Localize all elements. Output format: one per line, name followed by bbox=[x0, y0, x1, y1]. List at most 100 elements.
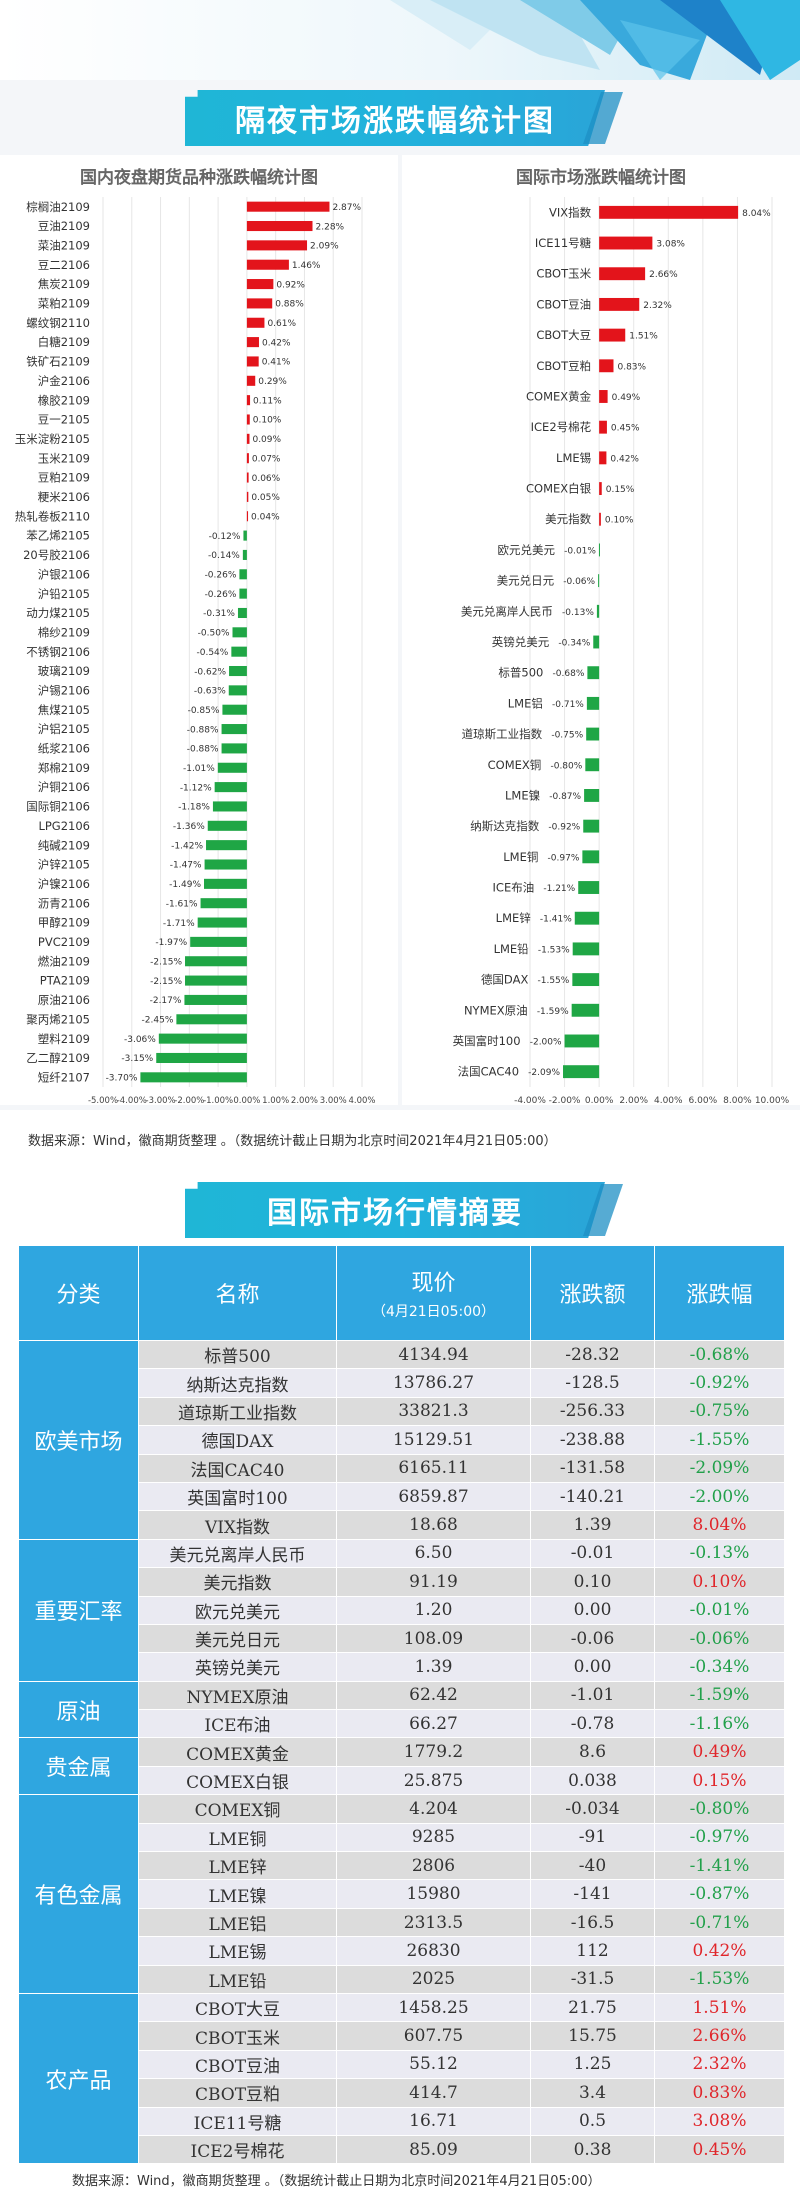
change-cell: -1.01 bbox=[530, 1680, 655, 1711]
data-label: -1.12% bbox=[180, 783, 212, 793]
pct-cell: 3.08% bbox=[654, 2106, 785, 2136]
bar bbox=[572, 973, 600, 987]
category-label: 美元兑离岸人民币 bbox=[461, 604, 553, 618]
data-label: -0.88% bbox=[187, 745, 219, 755]
category-label: ICE11号糖 bbox=[535, 236, 592, 250]
change-cell: -131.58 bbox=[530, 1453, 655, 1483]
price-cell: 1.39 bbox=[336, 1652, 531, 1682]
table-row: LME锌 2806 -40 -1.41% bbox=[19, 1851, 785, 1881]
data-label: -1.71% bbox=[163, 919, 195, 929]
name-cell: 法国CAC40 bbox=[138, 1453, 337, 1483]
table-body: 欧美市场 标普500 4134.94 -28.32 -0.68% 纳斯达克指数 13786.… bbox=[18, 1339, 785, 2165]
pct-cell: -0.71% bbox=[654, 1907, 785, 1938]
bar bbox=[586, 727, 600, 741]
data-label: -2.09% bbox=[528, 1068, 560, 1078]
bar bbox=[585, 758, 600, 772]
source-note-2: 数据来源：Wind，徽商期货整理 。（数据统计截止日期为北京时间2021年4月2… bbox=[72, 2174, 601, 2189]
bar bbox=[246, 317, 265, 328]
pct-cell: 2.32% bbox=[654, 2049, 785, 2080]
pct-cell: -0.34% bbox=[654, 1652, 785, 1682]
change-cell: 0.10 bbox=[530, 1567, 655, 1597]
data-label: -2.45% bbox=[142, 1016, 174, 1026]
name-cell: 德国DAX bbox=[138, 1425, 337, 1455]
bar bbox=[599, 451, 607, 465]
data-label: 8.04% bbox=[742, 209, 771, 219]
name-cell: LME锌 bbox=[138, 1851, 337, 1881]
data-label: -2.15% bbox=[150, 957, 182, 967]
category-label: 郑棉2109 bbox=[38, 761, 90, 775]
price-cell: 15129.51 bbox=[336, 1425, 531, 1455]
bar bbox=[246, 279, 274, 290]
pct-cell: -1.59% bbox=[654, 1680, 785, 1711]
change-cell: -141 bbox=[530, 1879, 655, 1909]
bar bbox=[212, 801, 247, 812]
section1-title-ribbon: 隔夜市场涨跌幅统计图 bbox=[185, 90, 623, 146]
data-label: 0.29% bbox=[258, 377, 287, 387]
data-label: -0.50% bbox=[198, 629, 230, 639]
pct-cell: 0.15% bbox=[654, 1765, 785, 1796]
data-label: -0.62% bbox=[194, 667, 226, 677]
data-label: 2.32% bbox=[643, 301, 672, 311]
category-label: VIX指数 bbox=[549, 205, 592, 219]
change-cell: -28.32 bbox=[530, 1339, 655, 1370]
data-label: -1.53% bbox=[538, 945, 570, 955]
bar bbox=[564, 1034, 600, 1048]
data-label: 2.66% bbox=[649, 270, 678, 280]
data-label: -0.68% bbox=[553, 669, 585, 679]
bar bbox=[246, 240, 308, 251]
category-label: LME铜 bbox=[503, 850, 538, 864]
bar bbox=[190, 936, 247, 947]
price-cell: 62.42 bbox=[336, 1680, 531, 1711]
data-label: -0.54% bbox=[197, 648, 229, 658]
bar bbox=[156, 1052, 247, 1064]
bar bbox=[214, 782, 247, 793]
change-cell: 0.038 bbox=[530, 1765, 655, 1796]
category-cell: 原油 bbox=[18, 1680, 139, 1739]
category-label: CBOT大豆 bbox=[536, 328, 591, 342]
table-row: 欧元兑美元 1.20 0.00 -0.01% bbox=[19, 1595, 785, 1625]
category-label: 纸浆2106 bbox=[38, 742, 90, 756]
change-cell: -140.21 bbox=[530, 1481, 655, 1512]
pct-cell: -1.55% bbox=[654, 1425, 785, 1455]
category-label: 焦炭2109 bbox=[38, 277, 90, 291]
category-label: 豆二2106 bbox=[38, 258, 90, 272]
bar bbox=[239, 588, 247, 599]
table-row: 德国DAX 15129.51 -238.88 -1.55% bbox=[19, 1425, 785, 1455]
x-tick-label: -5.00% bbox=[88, 1096, 118, 1105]
header-category: 分类 bbox=[18, 1245, 139, 1341]
category-label: 道琼斯工业指数 bbox=[462, 727, 543, 741]
data-label: -1.41% bbox=[540, 915, 572, 925]
change-cell: -0.78 bbox=[530, 1709, 655, 1739]
domestic-chart-panel: 国内夜盘期货品种涨跌幅统计图 -5.00% -4.00% -3.00% -2.00% -… bbox=[0, 155, 398, 1105]
bar bbox=[563, 1065, 600, 1079]
bar bbox=[246, 511, 249, 522]
pct-cell: 0.49% bbox=[654, 1737, 785, 1767]
data-label: 1.46% bbox=[292, 261, 321, 271]
table-row: 纳斯达克指数 13786.27 -128.5 -0.92% bbox=[19, 1368, 785, 1398]
category-label: 豆一2105 bbox=[38, 413, 90, 427]
name-cell: ICE11号糖 bbox=[138, 2106, 337, 2136]
price-cell: 16.71 bbox=[336, 2106, 531, 2136]
pct-cell: 0.10% bbox=[654, 1567, 785, 1597]
price-cell: 18.68 bbox=[336, 1510, 531, 1540]
bar bbox=[599, 359, 614, 373]
price-cell: 6.50 bbox=[336, 1538, 531, 1569]
data-label: 0.10% bbox=[253, 416, 282, 426]
data-label: -1.01% bbox=[183, 764, 215, 774]
bar bbox=[593, 635, 600, 649]
table-header-row: 分类 名称 现价 （4月21日05:00） 涨跌额 涨跌幅 bbox=[18, 1245, 785, 1341]
data-label: -2.00% bbox=[530, 1037, 562, 1047]
bar bbox=[246, 201, 330, 212]
x-tick-label: -2.00% bbox=[549, 1096, 581, 1105]
name-cell: LME铅 bbox=[138, 1964, 337, 1994]
category-label: 白糖2109 bbox=[38, 335, 90, 349]
category-label: 棕榈油2109 bbox=[26, 200, 90, 214]
data-label: 3.08% bbox=[656, 240, 685, 250]
name-cell: CBOT玉米 bbox=[138, 2021, 337, 2051]
name-cell: 美元指数 bbox=[138, 1567, 337, 1597]
table-row: 美元指数 91.19 0.10 0.10% bbox=[19, 1567, 785, 1597]
x-tick-label: 4.00% bbox=[348, 1096, 375, 1105]
table-row: 道琼斯工业指数 33821.3 -256.33 -0.75% bbox=[19, 1396, 785, 1427]
category-label: COMEX黄金 bbox=[526, 389, 592, 403]
source-note-1: 数据来源：Wind，徽商期货整理 。（数据统计截止日期为北京时间2021年4月2… bbox=[28, 1134, 557, 1149]
